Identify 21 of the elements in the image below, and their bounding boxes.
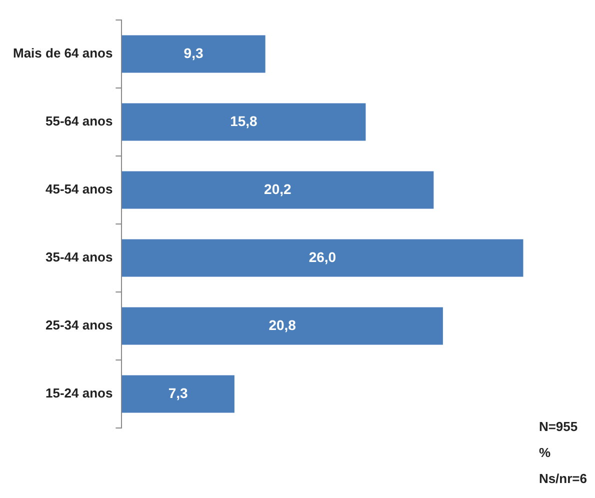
text: % (538, 444, 552, 462)
data-label: 20,8 (268, 316, 296, 333)
bar (122, 171, 434, 209)
y-tick-label: 25-34 anos (46, 318, 113, 333)
bar (122, 239, 524, 277)
data-label: 26,0 (308, 248, 336, 265)
bar (122, 375, 234, 413)
text: N=955 (538, 418, 579, 436)
y-tick-label: 55-64 anos (46, 114, 113, 129)
data-label: 7,3 (168, 384, 188, 401)
y-tick-label: 15-24 anos (46, 386, 113, 401)
bar (122, 307, 443, 345)
y-tick-label: 35-44 anos (46, 250, 113, 265)
data-label: 9,3 (184, 44, 204, 61)
y-tick-label: Mais de 64 anos (12, 46, 113, 61)
data-label: 15,8 (230, 112, 258, 129)
text: Ns/nr=6 (538, 470, 587, 488)
bar (122, 103, 366, 141)
data-label: 20,2 (264, 180, 292, 197)
bar (122, 35, 266, 73)
y-tick-label: 45-54 anos (46, 182, 113, 197)
